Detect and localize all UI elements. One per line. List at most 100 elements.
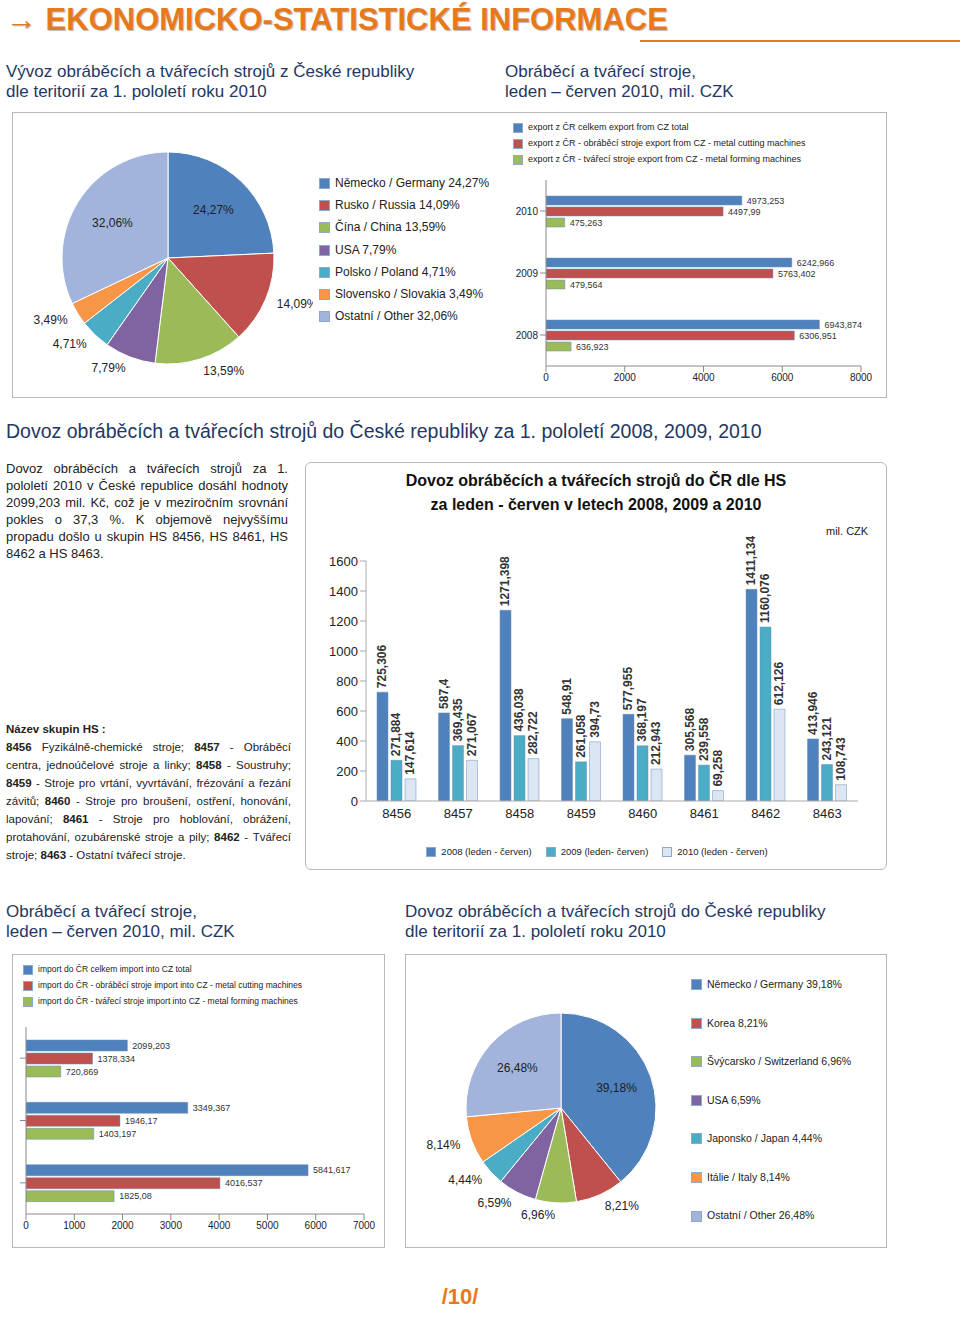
svg-text:6000: 6000	[771, 372, 794, 383]
svg-text:4,71%: 4,71%	[53, 337, 87, 351]
svg-text:600: 600	[336, 704, 358, 719]
svg-text:2009: 2009	[516, 268, 539, 279]
svg-text:4000: 4000	[692, 372, 715, 383]
svg-text:261,058: 261,058	[574, 714, 588, 758]
svg-text:6000: 6000	[305, 1220, 328, 1231]
html-text:Dovoz obráběcích a tvářecích s: Dovoz obráběcích a tvářecích strojů za 1…	[6, 461, 288, 561]
svg-text:2008: 2008	[516, 330, 539, 341]
svg-text:4000: 4000	[208, 1220, 231, 1231]
svg-text:0: 0	[543, 372, 549, 383]
svg-text:1946,17: 1946,17	[125, 1116, 158, 1126]
svg-text:6306,951: 6306,951	[799, 331, 837, 341]
html-text:/10/: /10/	[441, 1284, 479, 1309]
svg-text:243,121: 243,121	[820, 717, 834, 761]
svg-text:1000: 1000	[329, 644, 358, 659]
svg-text:475,263: 475,263	[570, 218, 603, 228]
svg-text:479,564: 479,564	[570, 280, 603, 290]
svg-text:271,067: 271,067	[465, 713, 479, 757]
svg-text:5000: 5000	[256, 1220, 279, 1231]
svg-text:2000: 2000	[614, 372, 637, 383]
svg-text:14,09%: 14,09%	[277, 297, 313, 311]
svg-text:69,258: 69,258	[711, 750, 725, 787]
svg-text:1160,076: 1160,076	[759, 573, 773, 623]
svg-text:4016,537: 4016,537	[225, 1178, 263, 1188]
svg-text:305,568: 305,568	[683, 707, 697, 751]
svg-text:436,038: 436,038	[513, 688, 527, 732]
svg-text:612,126: 612,126	[773, 661, 787, 705]
svg-text:24,27%: 24,27%	[193, 203, 234, 217]
svg-text:5763,402: 5763,402	[778, 269, 816, 279]
svg-text:2000: 2000	[111, 1220, 134, 1231]
svg-text:2099,203: 2099,203	[132, 1041, 170, 1051]
svg-text:8460: 8460	[628, 806, 657, 821]
svg-text:8000: 8000	[850, 372, 873, 383]
svg-text:6943,874: 6943,874	[824, 320, 862, 330]
svg-text:4973,253: 4973,253	[747, 196, 785, 206]
svg-text:8,14%: 8,14%	[426, 1138, 460, 1152]
svg-text:8463: 8463	[813, 806, 842, 821]
svg-text:720,869: 720,869	[66, 1067, 99, 1077]
svg-text:3349,367: 3349,367	[193, 1103, 231, 1113]
svg-text:3000: 3000	[160, 1220, 183, 1231]
svg-text:636,923: 636,923	[576, 342, 609, 352]
html-text:8459 - Stroje pro vrtání, vyvr: 8459 - Stroje pro vrtání, vyvrtávání, fr…	[6, 777, 291, 825]
svg-text:5841,617: 5841,617	[313, 1165, 351, 1175]
svg-text:4497,99: 4497,99	[728, 207, 761, 217]
svg-text:548,91: 548,91	[560, 678, 574, 715]
svg-text:587,4: 587,4	[437, 679, 451, 709]
svg-text:39,18%: 39,18%	[596, 1081, 637, 1095]
svg-text:6,96%: 6,96%	[521, 1208, 555, 1222]
svg-text:26,48%: 26,48%	[497, 1061, 538, 1075]
svg-text:7,79%: 7,79%	[92, 361, 126, 375]
svg-text:8462: 8462	[751, 806, 780, 821]
svg-text:1400: 1400	[329, 584, 358, 599]
html-text:- Stroje pro hoblování, obráže: - Stroje pro hoblování, obrážení, protah…	[6, 813, 291, 861]
svg-text:7000: 7000	[353, 1220, 376, 1231]
svg-text:368,197: 368,197	[636, 698, 650, 742]
svg-text:8461: 8461	[690, 806, 719, 821]
svg-text:3,49%: 3,49%	[34, 313, 68, 327]
svg-text:1825,08: 1825,08	[119, 1191, 152, 1201]
svg-text:8457: 8457	[444, 806, 473, 821]
svg-text:147,614: 147,614	[404, 731, 418, 775]
html-text:- Obráběcí centra, jednoúčelov: - Obráběcí centra, jednoúčelové stroje a…	[6, 741, 291, 771]
svg-text:0: 0	[351, 794, 358, 809]
svg-text:1000: 1000	[63, 1220, 86, 1231]
svg-text:1403,197: 1403,197	[99, 1129, 137, 1139]
svg-text:8,21%: 8,21%	[605, 1199, 639, 1213]
svg-text:0: 0	[23, 1220, 29, 1231]
svg-text:1200: 1200	[329, 614, 358, 629]
svg-text:413,946: 413,946	[806, 691, 820, 735]
svg-text:108,743: 108,743	[834, 737, 848, 781]
svg-text:8456: 8456	[382, 806, 411, 821]
svg-text:2010: 2010	[516, 206, 539, 217]
svg-text:239,558: 239,558	[697, 717, 711, 761]
svg-text:1411,134: 1411,134	[745, 536, 759, 586]
svg-text:13,59%: 13,59%	[203, 364, 244, 378]
svg-text:212,943: 212,943	[650, 721, 664, 765]
svg-text:4,44%: 4,44%	[448, 1173, 482, 1187]
svg-text:725,306: 725,306	[376, 645, 390, 689]
svg-text:271,884: 271,884	[390, 713, 404, 757]
svg-text:1271,398: 1271,398	[499, 556, 513, 606]
svg-text:8458: 8458	[505, 806, 534, 821]
svg-text:369,435: 369,435	[451, 698, 465, 742]
svg-text:32,06%: 32,06%	[92, 216, 133, 230]
svg-text:577,955: 577,955	[622, 667, 636, 711]
html-text:Dovoz obráběcích a tvářecích s: Dovoz obráběcích a tvářecích strojů do Č…	[405, 902, 826, 941]
html-text:Dovoz obráběcích a tvářecích s: Dovoz obráběcích a tvářecích strojů do Č…	[405, 472, 787, 513]
html-text:→ EKONOMICKO-STATISTICKÉ INFOR: → EKONOMICKO-STATISTICKÉ INFORMACE	[6, 2, 668, 37]
html-text:Obráběcí a tvářecí stroje, led: Obráběcí a tvářecí stroje, leden – červe…	[6, 902, 235, 941]
svg-text:1378,334: 1378,334	[98, 1054, 136, 1064]
svg-text:8459: 8459	[567, 806, 596, 821]
svg-text:800: 800	[336, 674, 358, 689]
html-text:Obráběcí a tvářecí stroje, led: Obráběcí a tvářecí stroje, leden – červe…	[505, 62, 734, 101]
svg-text:394,73: 394,73	[588, 701, 602, 738]
svg-text:6242,966: 6242,966	[797, 258, 835, 268]
svg-text:1600: 1600	[329, 554, 358, 569]
html-text:Vývoz obráběcích a tvářecích s: Vývoz obráběcích a tvářecích strojů z Če…	[6, 62, 415, 101]
svg-text:6,59%: 6,59%	[478, 1196, 512, 1210]
svg-text:400: 400	[336, 734, 358, 749]
svg-text:282,722: 282,722	[527, 711, 541, 755]
svg-text:200: 200	[336, 764, 358, 779]
